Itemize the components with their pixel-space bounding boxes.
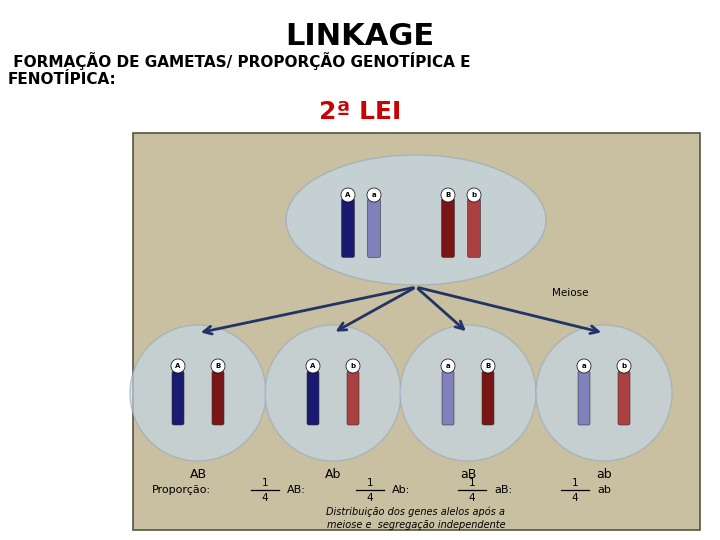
FancyBboxPatch shape bbox=[347, 371, 359, 425]
Text: b: b bbox=[472, 192, 477, 198]
FancyBboxPatch shape bbox=[367, 199, 380, 258]
Text: 4: 4 bbox=[261, 493, 269, 503]
Text: B: B bbox=[485, 363, 490, 369]
FancyBboxPatch shape bbox=[482, 371, 494, 425]
FancyBboxPatch shape bbox=[467, 199, 480, 258]
Text: Distribuição dos genes alelos após a
meiose e  segregação independente: Distribuição dos genes alelos após a mei… bbox=[326, 506, 505, 530]
Text: ab: ab bbox=[597, 485, 611, 495]
Text: 1: 1 bbox=[261, 478, 269, 488]
Text: A: A bbox=[175, 363, 181, 369]
Text: LINKAGE: LINKAGE bbox=[285, 22, 435, 51]
Circle shape bbox=[306, 359, 320, 373]
Text: aB: aB bbox=[460, 469, 476, 482]
Text: 1: 1 bbox=[469, 478, 475, 488]
Text: aB:: aB: bbox=[494, 485, 512, 495]
Text: B: B bbox=[446, 192, 451, 198]
Text: 4: 4 bbox=[366, 493, 373, 503]
Text: ab: ab bbox=[596, 469, 612, 482]
Text: AB:: AB: bbox=[287, 485, 306, 495]
Text: b: b bbox=[621, 363, 626, 369]
Circle shape bbox=[211, 359, 225, 373]
FancyBboxPatch shape bbox=[212, 371, 224, 425]
Ellipse shape bbox=[265, 325, 401, 461]
Circle shape bbox=[441, 359, 455, 373]
FancyBboxPatch shape bbox=[442, 371, 454, 425]
Text: AB: AB bbox=[189, 469, 207, 482]
Text: FORMAÇÃO DE GAMETAS/ PROPORÇÃO GENOTÍPICA E
FENOTÍPICA:: FORMAÇÃO DE GAMETAS/ PROPORÇÃO GENOTÍPIC… bbox=[8, 52, 470, 87]
Text: Proporção:: Proporção: bbox=[152, 485, 211, 495]
Text: a: a bbox=[582, 363, 586, 369]
FancyBboxPatch shape bbox=[172, 371, 184, 425]
Ellipse shape bbox=[286, 155, 546, 285]
Text: Meiose: Meiose bbox=[552, 288, 588, 298]
FancyBboxPatch shape bbox=[441, 199, 454, 258]
Circle shape bbox=[367, 188, 381, 202]
Circle shape bbox=[577, 359, 591, 373]
Circle shape bbox=[171, 359, 185, 373]
Text: Ab:: Ab: bbox=[392, 485, 410, 495]
Text: 2ª LEI: 2ª LEI bbox=[319, 100, 401, 124]
Circle shape bbox=[341, 188, 355, 202]
Text: 1: 1 bbox=[366, 478, 373, 488]
Circle shape bbox=[617, 359, 631, 373]
Ellipse shape bbox=[400, 325, 536, 461]
Text: A: A bbox=[346, 192, 351, 198]
Text: 1: 1 bbox=[572, 478, 578, 488]
Text: Ab: Ab bbox=[325, 469, 341, 482]
Text: a: a bbox=[372, 192, 377, 198]
FancyBboxPatch shape bbox=[578, 371, 590, 425]
Text: a: a bbox=[446, 363, 450, 369]
Ellipse shape bbox=[130, 325, 266, 461]
Text: b: b bbox=[351, 363, 356, 369]
FancyBboxPatch shape bbox=[341, 199, 354, 258]
Text: A: A bbox=[310, 363, 315, 369]
FancyBboxPatch shape bbox=[307, 371, 319, 425]
Ellipse shape bbox=[536, 325, 672, 461]
FancyBboxPatch shape bbox=[618, 371, 630, 425]
Circle shape bbox=[346, 359, 360, 373]
Circle shape bbox=[467, 188, 481, 202]
Text: 4: 4 bbox=[469, 493, 475, 503]
Text: 4: 4 bbox=[572, 493, 578, 503]
Circle shape bbox=[441, 188, 455, 202]
FancyBboxPatch shape bbox=[133, 133, 700, 530]
Text: B: B bbox=[215, 363, 220, 369]
Circle shape bbox=[481, 359, 495, 373]
